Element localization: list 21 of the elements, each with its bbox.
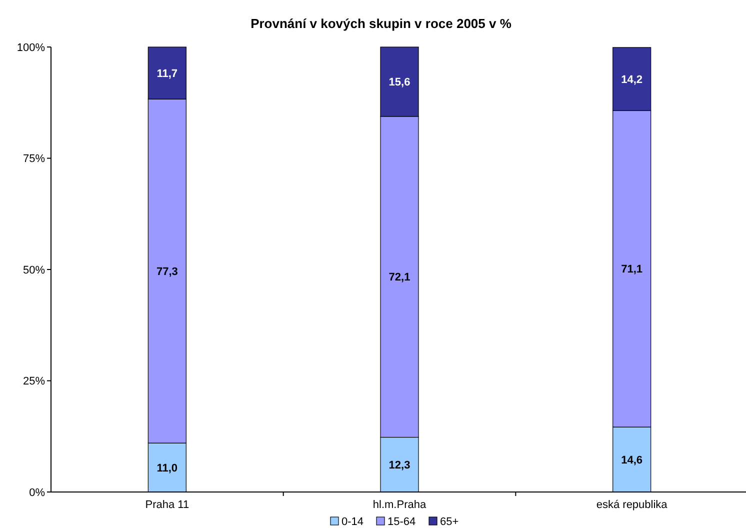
data-label: 11,7 (156, 68, 178, 80)
y-tick-label: 50% (22, 264, 46, 276)
data-label: 77,3 (156, 266, 178, 278)
data-label: 15,6 (388, 76, 410, 89)
legend-label: 65+ (440, 516, 459, 528)
data-label: 14,6 (621, 454, 643, 466)
data-label: 11,0 (156, 462, 178, 474)
legend-label: 15-64 (388, 516, 416, 528)
chart-title: Provnání v kových skupin v roce 2005 v % (250, 16, 512, 31)
x-tick-label: hl.m.Praha (372, 499, 427, 511)
y-tick-label: 100% (16, 42, 46, 54)
data-label: 71,1 (621, 264, 643, 276)
data-label: 14,2 (621, 74, 643, 86)
x-tick-label: Praha 11 (145, 499, 190, 511)
y-tick-label: 75% (22, 153, 46, 166)
data-label: 72,1 (388, 272, 410, 284)
y-tick-label: 25% (22, 376, 46, 388)
y-tick-label: 0% (29, 486, 46, 499)
x-tick-label: eská republika (596, 499, 668, 511)
data-label: 12,3 (388, 459, 410, 472)
legend-label: 0-14 (342, 516, 364, 528)
